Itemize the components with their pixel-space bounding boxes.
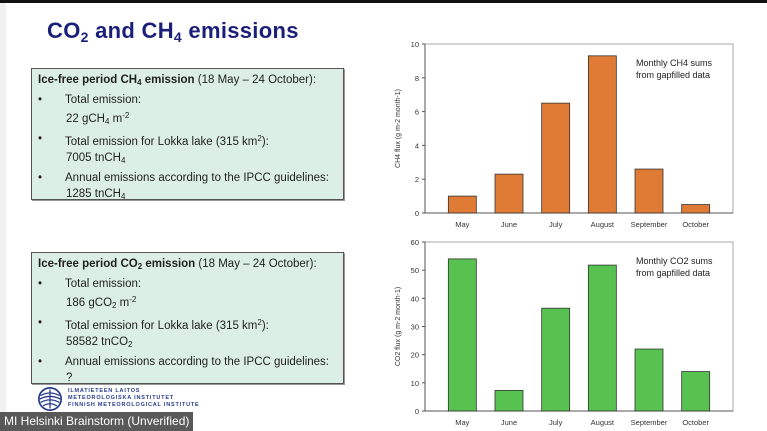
fmi-logo-text: ILMATIETEEN LAITOS METEOROLOGISKA INSTIT… <box>68 388 200 408</box>
ch4-emission-box: Ice-free period CH4 emission (18 May – 2… <box>31 68 344 201</box>
ch4-y-tick-label: 8 <box>415 74 419 83</box>
fmi-logo-icon <box>38 387 62 411</box>
co2-bar-july <box>541 307 571 412</box>
co2-bullet-lake: • Total emission for Lokka lake (315 km2)… <box>38 316 269 332</box>
ch4-y-tick-label: 4 <box>415 141 419 150</box>
ch4-x-tick-label: August <box>591 220 615 229</box>
ch4-y-tick-label: 6 <box>415 108 419 117</box>
co2-bar-september <box>634 348 664 412</box>
ch4-total-value: 22 gCH4 m-2 <box>66 111 130 126</box>
co2-y-tick-label: 40 <box>411 294 419 303</box>
ch4-box-heading: Ice-free period CH4 emission (18 May – 2… <box>38 74 317 87</box>
ch4-bar-july <box>541 102 571 214</box>
co2-x-tick-label: October <box>682 418 709 427</box>
co2-ipcc-value: ? <box>66 372 73 384</box>
ch4-x-tick-label: May <box>455 220 469 229</box>
ch4-bar-october <box>681 204 711 214</box>
ch4-x-tick-label: September <box>631 220 668 229</box>
co2-bullet-total: • Total emission: <box>38 277 142 290</box>
ch4-bar-may <box>447 195 477 214</box>
ch4-bar-june <box>494 173 524 214</box>
ch4-annotation: from gapfilled data <box>636 70 710 80</box>
ch4-bar-september <box>634 168 664 214</box>
ch4-bullet-ipcc: • Annual emissions according to the IPCC … <box>38 171 330 184</box>
window-top-bar <box>0 0 767 3</box>
co2-bullet-ipcc: • Annual emissions according to the IPCC … <box>38 355 330 368</box>
co2-box-heading: Ice-free period CO2 emission (18 May – 2… <box>38 258 317 271</box>
co2-y-tick-label: 30 <box>411 323 419 332</box>
co2-y-tick-label: 60 <box>411 238 419 247</box>
ch4-annotation: Monthly CH4 sums <box>636 58 713 68</box>
ch4-ipcc-value: 1285 tnCH4 <box>66 188 126 201</box>
meeting-name-label: MI Helsinki Brainstorm (Unverified) <box>0 412 194 431</box>
co2-x-tick-label: August <box>591 418 615 427</box>
co2-x-tick-label: July <box>549 418 563 427</box>
co2-bar-october <box>681 371 711 412</box>
ch4-bar-august <box>587 55 617 214</box>
co2-x-tick-label: May <box>455 418 469 427</box>
window-left-edge <box>0 3 6 431</box>
co2-annotation: from gapfilled data <box>636 268 710 278</box>
ch4-y-tick-label: 2 <box>415 175 419 184</box>
co2-y-axis-label: CO2 flux (g m-2 month-1) <box>395 287 402 366</box>
ch4-bullet-total: • Total emission: <box>38 93 142 106</box>
co2-annotation: Monthly CO2 sums <box>636 256 713 266</box>
co2-x-tick-label: June <box>501 418 517 427</box>
co2-lake-value: 58582 tnCO2 <box>66 336 133 349</box>
ch4-bullet-lake: • Total emission for Lokka lake (315 km2)… <box>38 132 269 148</box>
co2-bar-august <box>587 264 617 412</box>
co2-y-tick-label: 50 <box>411 266 419 275</box>
ch4-lake-value: 7005 tnCH4 <box>66 152 126 165</box>
ch4-y-tick-label: 0 <box>415 209 419 218</box>
co2-y-tick-label: 10 <box>411 379 419 388</box>
co2-bar-may <box>447 258 477 412</box>
ch4-x-tick-label: July <box>549 220 563 229</box>
co2-x-tick-label: September <box>631 418 668 427</box>
co2-y-tick-label: 0 <box>415 407 419 416</box>
slide-title: CO2 and CH4 emissions <box>47 18 299 45</box>
ch4-y-tick-label: 10 <box>411 40 419 49</box>
co2-total-value: 186 gCO2 m-2 <box>66 295 137 310</box>
co2-y-tick-label: 20 <box>411 351 419 360</box>
co2-emission-box: Ice-free period CO2 emission (18 May – 2… <box>31 252 344 384</box>
ch4-x-tick-label: June <box>501 220 517 229</box>
ch4-x-tick-label: October <box>682 220 709 229</box>
ch4-y-axis-label: CH4 flux (g m-2 month-1) <box>395 89 402 168</box>
co2-bar-june <box>494 390 524 412</box>
